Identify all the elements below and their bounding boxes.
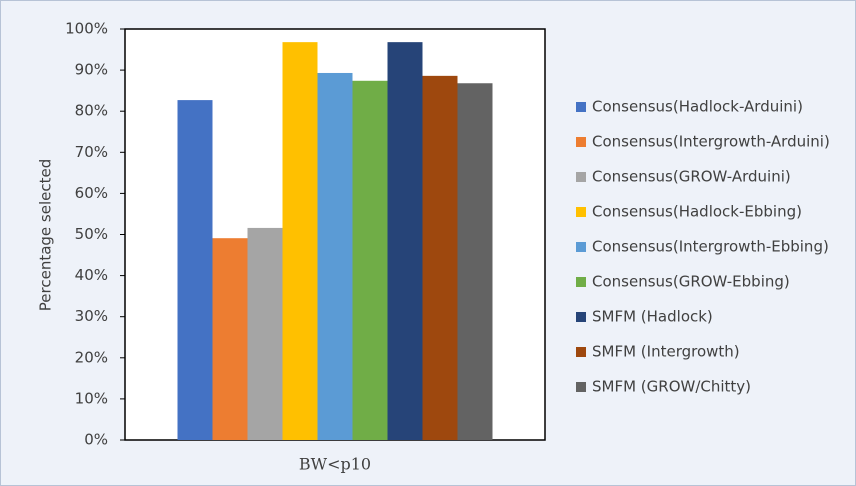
legend-swatch	[576, 347, 586, 357]
legend-label: Consensus(Hadlock-Ebbing)	[592, 203, 802, 221]
bar	[352, 80, 388, 440]
legend-label: Consensus(Hadlock-Arduini)	[592, 98, 803, 116]
legend-swatch	[576, 137, 586, 147]
legend-swatch	[576, 382, 586, 392]
y-tick-label: 80%	[75, 102, 108, 120]
legend-label: Consensus(GROW-Arduini)	[592, 168, 791, 186]
legend-swatch	[576, 207, 586, 217]
x-tick-label: BW<p10	[299, 455, 371, 474]
legend-label: SMFM (GROW/Chitty)	[592, 378, 751, 396]
legend-swatch	[576, 277, 586, 287]
legend-label: Consensus(Intergrowth-Ebbing)	[592, 238, 829, 256]
bar	[247, 227, 283, 440]
y-tick-label: 100%	[65, 20, 108, 38]
legend-swatch	[576, 242, 586, 252]
bar	[317, 72, 353, 441]
bar	[177, 100, 213, 440]
y-tick-label: 50%	[75, 225, 108, 243]
y-tick-label: 70%	[75, 143, 108, 161]
legend-label: SMFM (Intergrowth)	[592, 343, 740, 361]
legend-label: Consensus(GROW-Ebbing)	[592, 273, 790, 291]
bar	[457, 83, 493, 440]
y-tick-label: 20%	[75, 348, 108, 366]
bar	[282, 42, 318, 440]
y-tick-label: 40%	[75, 266, 108, 284]
bar	[212, 238, 248, 440]
legend-swatch	[576, 172, 586, 182]
legend-swatch	[576, 312, 586, 322]
y-tick-label: 10%	[75, 389, 108, 407]
bar	[422, 75, 458, 440]
legend-swatch	[576, 102, 586, 112]
bar	[387, 42, 423, 440]
y-tick-label: 0%	[84, 431, 108, 449]
y-tick-label: 30%	[75, 307, 108, 325]
legend-label: SMFM (Hadlock)	[592, 308, 713, 326]
y-axis-title: Percentage selected	[37, 159, 55, 311]
y-tick-label: 60%	[75, 184, 108, 202]
y-tick-label: 90%	[75, 61, 108, 79]
legend-label: Consensus(Intergrowth-Arduini)	[592, 133, 830, 151]
